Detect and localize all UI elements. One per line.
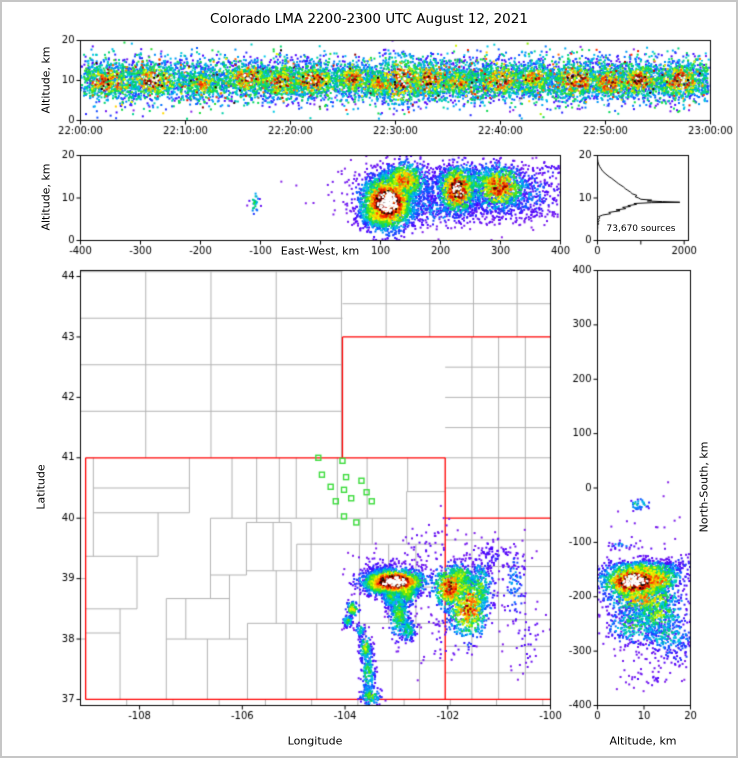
figure-title: Colorado LMA 2200-2300 UTC August 12, 20…: [210, 11, 528, 27]
map-y-axis-label: Latitude: [34, 464, 48, 510]
map-x-axis-label: Longitude: [287, 734, 343, 748]
east-west-y-axis-label: Altitude, km: [39, 163, 53, 231]
north-south-y-axis-label: North-South, km: [697, 441, 711, 533]
time-height-y-axis-label: Altitude, km: [39, 46, 53, 114]
source-count-annotation: 73,670 sources: [606, 224, 676, 234]
north-south-x-axis-label: Altitude, km: [609, 734, 677, 748]
east-west-x-axis-label: East-West, km: [280, 244, 360, 258]
